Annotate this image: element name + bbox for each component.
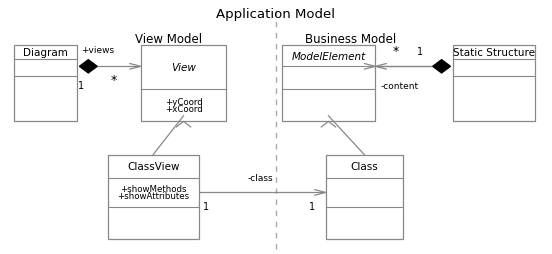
Text: *: * (393, 44, 399, 57)
Text: 1: 1 (78, 81, 84, 91)
Text: Class: Class (351, 162, 378, 172)
Text: +xCoord: +xCoord (164, 105, 203, 114)
Text: +views: +views (81, 46, 114, 55)
Polygon shape (79, 60, 97, 74)
Text: +showMethods: +showMethods (120, 185, 187, 194)
Text: *: * (110, 74, 116, 87)
Text: Diagram: Diagram (23, 47, 68, 58)
Bar (282, 46, 375, 122)
Text: 1: 1 (203, 201, 209, 211)
Text: -class: -class (248, 173, 273, 182)
Bar (453, 46, 535, 122)
Text: 1: 1 (309, 201, 315, 211)
Bar (108, 155, 199, 239)
Bar (326, 155, 403, 239)
Text: View: View (171, 63, 196, 73)
Text: Application Model: Application Model (216, 8, 336, 21)
Text: 1: 1 (417, 46, 423, 56)
Text: Business Model: Business Model (305, 33, 396, 46)
Text: +showAttributes: +showAttributes (117, 192, 189, 201)
Text: -content: -content (381, 82, 419, 91)
Bar (141, 46, 226, 122)
Text: Static Structure: Static Structure (453, 47, 535, 58)
Bar (14, 46, 77, 122)
Text: +yCoord: +yCoord (164, 98, 203, 107)
Text: ClassView: ClassView (127, 162, 179, 172)
Text: ModelElement: ModelElement (291, 51, 365, 61)
Polygon shape (433, 60, 450, 74)
Text: View Model: View Model (135, 33, 202, 46)
